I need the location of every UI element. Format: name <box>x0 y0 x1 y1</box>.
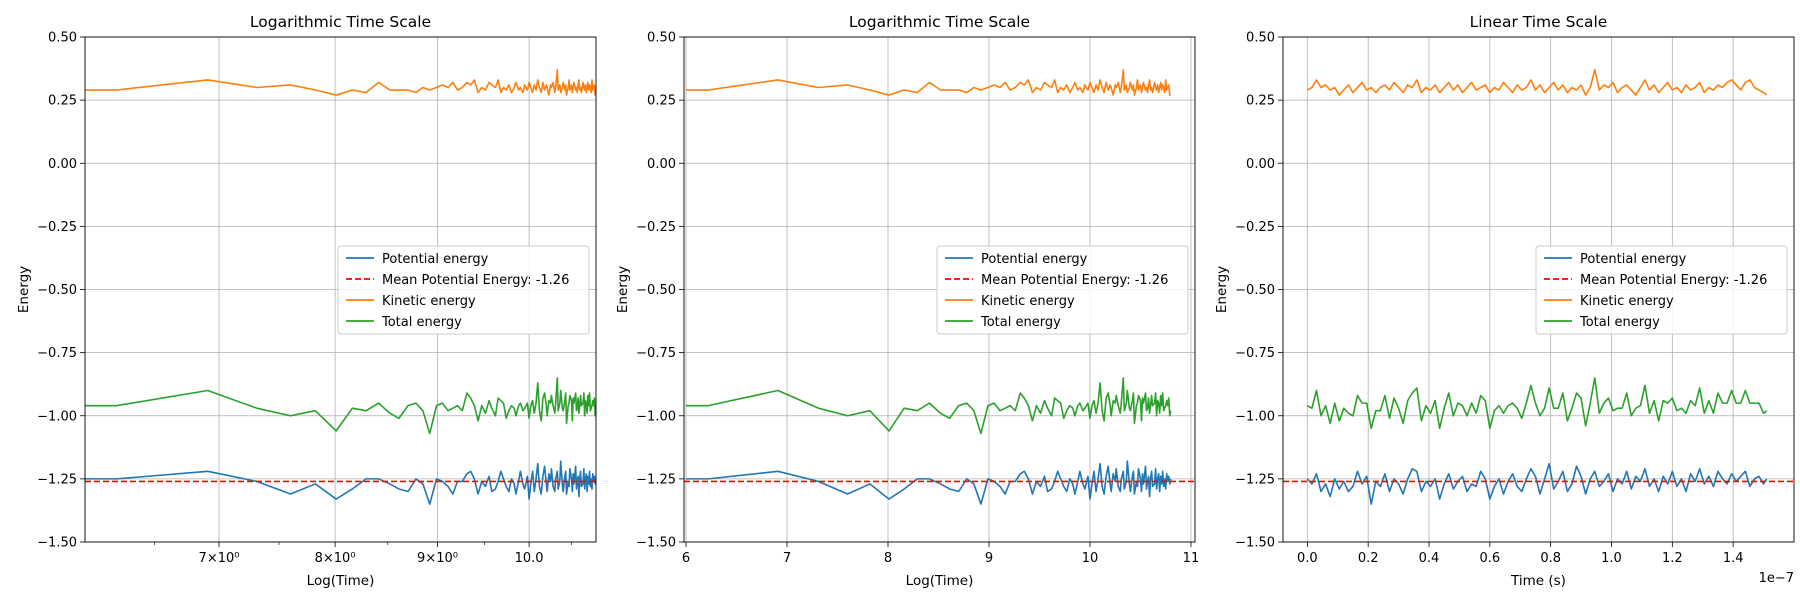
x-tick-label: 0.0 <box>1297 551 1318 566</box>
y-tick-label: −0.75 <box>1235 346 1275 361</box>
legend-label: Mean Potential Energy: -1.26 <box>981 273 1168 288</box>
series-kinetic-energy <box>686 69 1171 96</box>
plot-area <box>684 69 1195 505</box>
axes-frame <box>683 36 1196 543</box>
x-tick-label: 10 <box>1082 551 1099 566</box>
x-tick-label: 7×10⁰ <box>199 551 240 566</box>
y-tick-label: −0.50 <box>37 283 77 298</box>
y-tick-label: 0.50 <box>647 31 676 46</box>
y-tick-label: 0.25 <box>647 94 676 109</box>
y-tick-label: −0.50 <box>1235 283 1275 298</box>
x-axis-label: Time (s) <box>1510 573 1566 589</box>
y-axis-label: Energy <box>1214 266 1230 313</box>
y-tick-label: −0.50 <box>636 283 676 298</box>
y-tick-label: 0.00 <box>48 157 77 172</box>
series-kinetic-energy <box>85 69 596 96</box>
legend-label: Potential energy <box>981 252 1088 267</box>
y-tick-label: −1.25 <box>636 472 676 487</box>
legend: Potential energy Mean Potential Energy: -… <box>337 245 590 335</box>
x-tick-label: 9 <box>985 551 993 566</box>
chart-panel-2: 0.50 0.25 0.00 −0.25 −0.50 −0.75 −1.00 −1.25 −1.… <box>615 13 1199 589</box>
y-tick-label: −1.25 <box>37 472 77 487</box>
x-tick-label: 8 <box>884 551 892 566</box>
y-tick-label: −0.75 <box>37 346 77 361</box>
chart-panel-1: 0.50 0.25 0.00 −0.25 −0.50 −0.75 −1.00 −1.25 −1.… <box>16 13 597 589</box>
y-axis-label: Energy <box>16 266 32 313</box>
x-offset-label: 1e−7 <box>1759 571 1794 586</box>
chart-title: Logarithmic Time Scale <box>849 13 1030 31</box>
x-axis-label: Log(Time) <box>307 573 375 589</box>
x-tick-label: 9×10⁰ <box>417 551 458 566</box>
y-tick-label: −0.75 <box>636 346 676 361</box>
series-potential-energy <box>1306 462 1768 505</box>
y-tick-label: −1.00 <box>636 409 676 424</box>
legend-label: Kinetic energy <box>981 294 1075 309</box>
legend-label: Kinetic energy <box>1580 294 1674 309</box>
y-tick-label: −0.25 <box>1235 220 1275 235</box>
x-tick-label: 10.0 <box>515 551 544 566</box>
x-axis-label: Log(Time) <box>906 573 974 589</box>
legend-label: Mean Potential Energy: -1.26 <box>1580 273 1767 288</box>
y-tick-label: −1.00 <box>1235 409 1275 424</box>
legend-box <box>1535 245 1788 335</box>
x-tick-label: 8×10⁰ <box>315 551 356 566</box>
y-tick-label: 0.25 <box>1246 94 1275 109</box>
legend: Potential energy Mean Potential Energy: -… <box>1535 245 1788 335</box>
axes-frame <box>84 36 597 543</box>
y-tick-label: 0.25 <box>48 94 77 109</box>
x-tick-label: 7 <box>783 551 791 566</box>
y-tick-label: −1.25 <box>1235 472 1275 487</box>
series-total-energy <box>1306 377 1768 430</box>
chart-panel-3: 0.50 0.25 0.00 −0.25 −0.50 −0.75 −1.00 −1.25 −1.… <box>1214 13 1795 589</box>
series-total-energy <box>85 377 596 435</box>
x-tick-label: 0.6 <box>1479 551 1500 566</box>
x-tick-label: 0.8 <box>1540 551 1561 566</box>
y-tick-label: 0.00 <box>1246 157 1275 172</box>
series-total-energy <box>686 377 1172 435</box>
legend-label: Potential energy <box>1580 252 1687 267</box>
chart-title: Linear Time Scale <box>1470 13 1608 31</box>
y-axis-label: Energy <box>615 266 631 313</box>
legend-label: Mean Potential Energy: -1.26 <box>382 273 569 288</box>
plot-area <box>1283 69 1794 505</box>
x-tick-label: 11 <box>1183 551 1200 566</box>
y-tick-label: 0.50 <box>48 31 77 46</box>
x-tick-label: 0.4 <box>1419 551 1440 566</box>
y-tick-label: −0.25 <box>37 220 77 235</box>
y-tick-label: −1.50 <box>1235 536 1275 551</box>
y-tick-label: 0.00 <box>647 157 676 172</box>
x-tick-label: 6 <box>682 551 690 566</box>
y-tick-label: −0.25 <box>636 220 676 235</box>
x-tick-label: 1.4 <box>1723 551 1744 566</box>
y-tick-label: −1.50 <box>636 536 676 551</box>
legend-label: Potential energy <box>382 252 489 267</box>
plot-area <box>85 69 596 505</box>
y-tick-label: −1.50 <box>37 536 77 551</box>
legend-label: Total energy <box>1579 315 1660 330</box>
series-kinetic-energy <box>1306 69 1768 96</box>
legend: Potential energy Mean Potential Energy: -… <box>936 245 1189 335</box>
series-potential-energy <box>686 460 1172 505</box>
axes-frame <box>1282 36 1795 543</box>
x-tick-label: 0.2 <box>1358 551 1379 566</box>
x-tick-label: 1.2 <box>1662 551 1683 566</box>
series-potential-energy <box>85 460 596 505</box>
y-tick-label: 0.50 <box>1246 31 1275 46</box>
chart-title: Logarithmic Time Scale <box>250 13 431 31</box>
x-tick-label: 1.0 <box>1601 551 1622 566</box>
legend-label: Total energy <box>980 315 1061 330</box>
legend-label: Kinetic energy <box>382 294 476 309</box>
legend-box <box>936 245 1189 335</box>
y-tick-label: −1.00 <box>37 409 77 424</box>
legend-box <box>337 245 590 335</box>
legend-label: Total energy <box>381 315 462 330</box>
